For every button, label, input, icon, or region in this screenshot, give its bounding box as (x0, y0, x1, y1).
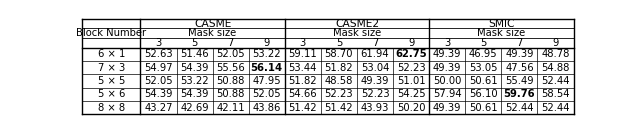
Text: 59.76: 59.76 (504, 89, 535, 99)
Text: 56.10: 56.10 (469, 89, 498, 99)
Text: Mask size: Mask size (333, 28, 381, 38)
Text: 51.42: 51.42 (289, 103, 317, 113)
Text: 3: 3 (156, 38, 161, 48)
Text: 54.39: 54.39 (180, 63, 209, 73)
Text: Block Number: Block Number (76, 28, 147, 38)
Text: 7: 7 (372, 38, 378, 48)
Text: 52.05: 52.05 (216, 49, 245, 59)
Text: 52.05: 52.05 (144, 76, 173, 86)
Text: 53.22: 53.22 (252, 49, 281, 59)
Text: 51.82: 51.82 (324, 63, 353, 73)
Text: 5 × 5: 5 × 5 (98, 76, 125, 86)
Text: 52.44: 52.44 (541, 76, 570, 86)
Text: CASME2: CASME2 (335, 19, 379, 29)
Text: 51.46: 51.46 (180, 49, 209, 59)
Text: 52.05: 52.05 (252, 89, 281, 99)
Text: 42.69: 42.69 (180, 103, 209, 113)
Text: 7: 7 (227, 38, 234, 48)
Text: 58.70: 58.70 (324, 49, 353, 59)
Text: 43.93: 43.93 (361, 103, 389, 113)
Text: 54.97: 54.97 (144, 63, 173, 73)
Text: 51.42: 51.42 (324, 103, 353, 113)
Text: 49.39: 49.39 (505, 49, 534, 59)
Text: 50.00: 50.00 (433, 76, 461, 86)
Text: 43.86: 43.86 (253, 103, 281, 113)
Text: 52.63: 52.63 (144, 49, 173, 59)
Text: 54.39: 54.39 (144, 89, 173, 99)
Text: 50.20: 50.20 (397, 103, 426, 113)
Text: 54.39: 54.39 (180, 89, 209, 99)
Text: 5: 5 (480, 38, 486, 48)
Text: 48.78: 48.78 (541, 49, 570, 59)
Text: 56.14: 56.14 (251, 63, 283, 73)
Text: 43.27: 43.27 (144, 103, 173, 113)
Text: 47.56: 47.56 (505, 63, 534, 73)
Text: 3: 3 (444, 38, 451, 48)
Text: 59.11: 59.11 (289, 49, 317, 59)
Text: 53.04: 53.04 (361, 63, 389, 73)
Text: 52.23: 52.23 (361, 89, 389, 99)
Text: 49.39: 49.39 (433, 49, 461, 59)
Text: 53.44: 53.44 (289, 63, 317, 73)
Text: 50.61: 50.61 (469, 76, 498, 86)
Text: 7: 7 (516, 38, 523, 48)
Text: 5 × 6: 5 × 6 (98, 89, 125, 99)
Text: 52.23: 52.23 (397, 63, 426, 73)
Text: 57.94: 57.94 (433, 89, 461, 99)
Text: 53.05: 53.05 (469, 63, 497, 73)
Text: SMIC: SMIC (488, 19, 515, 29)
Text: 49.39: 49.39 (433, 103, 461, 113)
Text: 46.95: 46.95 (469, 49, 498, 59)
Text: 50.88: 50.88 (216, 76, 245, 86)
Text: 54.88: 54.88 (541, 63, 570, 73)
Text: Mask size: Mask size (189, 28, 237, 38)
Text: 54.66: 54.66 (289, 89, 317, 99)
Text: 3: 3 (300, 38, 306, 48)
Text: 58.54: 58.54 (541, 89, 570, 99)
Text: 42.11: 42.11 (216, 103, 245, 113)
Text: 50.61: 50.61 (469, 103, 498, 113)
Text: 49.39: 49.39 (433, 63, 461, 73)
Text: 8 × 8: 8 × 8 (98, 103, 125, 113)
Text: 9: 9 (552, 38, 559, 48)
Text: 55.56: 55.56 (216, 63, 245, 73)
Text: 51.01: 51.01 (397, 76, 426, 86)
Text: 6 × 1: 6 × 1 (98, 49, 125, 59)
Text: 50.88: 50.88 (216, 89, 245, 99)
Text: 9: 9 (264, 38, 270, 48)
Text: 48.58: 48.58 (324, 76, 353, 86)
Text: 53.22: 53.22 (180, 76, 209, 86)
Text: 5: 5 (191, 38, 198, 48)
Text: CASME: CASME (194, 19, 231, 29)
Text: 51.82: 51.82 (289, 76, 317, 86)
Text: 7 × 3: 7 × 3 (98, 63, 125, 73)
Text: 47.95: 47.95 (252, 76, 281, 86)
Text: 49.39: 49.39 (361, 76, 389, 86)
Text: 61.94: 61.94 (361, 49, 389, 59)
Text: 5: 5 (336, 38, 342, 48)
Text: 52.23: 52.23 (324, 89, 353, 99)
Text: 9: 9 (408, 38, 414, 48)
Text: Mask size: Mask size (477, 28, 525, 38)
Text: 62.75: 62.75 (396, 49, 427, 59)
Text: 52.44: 52.44 (505, 103, 534, 113)
Text: 55.49: 55.49 (505, 76, 534, 86)
Text: 54.25: 54.25 (397, 89, 426, 99)
Text: 52.44: 52.44 (541, 103, 570, 113)
